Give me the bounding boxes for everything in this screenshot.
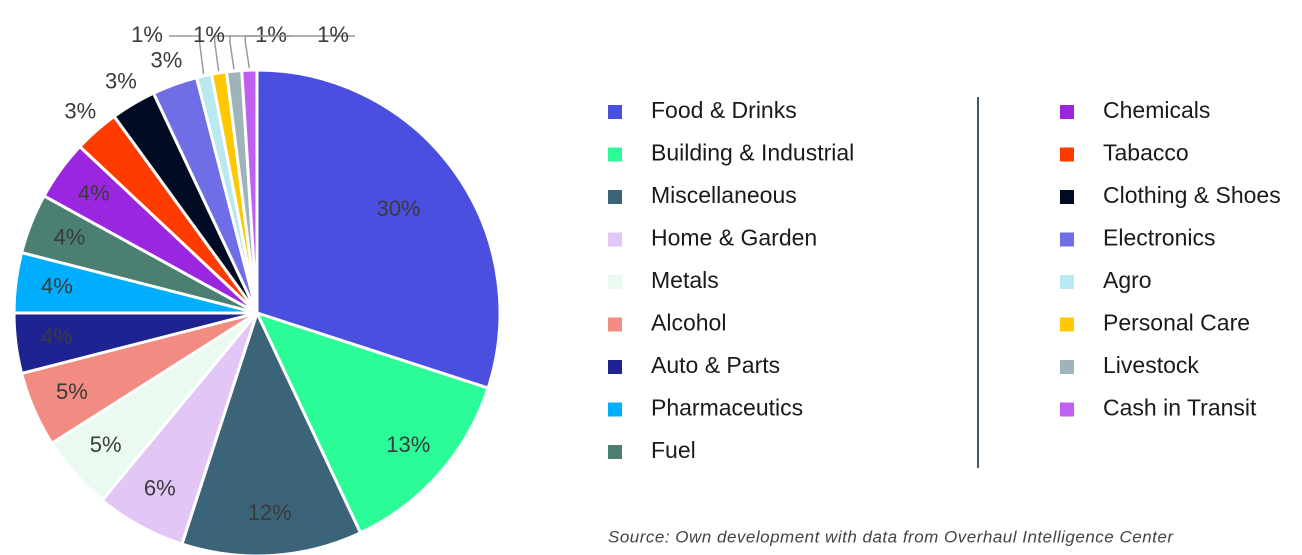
legend-swatch [1060,232,1074,247]
legend-swatch [608,317,622,332]
legend-swatch [1060,402,1074,417]
data-label: 6% [144,476,176,501]
legend-label: Metals [651,267,719,293]
data-label: 4% [41,274,73,299]
legend-swatch [608,147,622,162]
legend-swatch [1060,275,1074,289]
legend-swatch [1060,190,1074,204]
pie-slice [180,308,363,555]
legend-label: Auto & Parts [651,352,780,378]
legend-label: Clothing & Shoes [1103,182,1281,208]
legend-label: Agro [1103,267,1152,293]
legend-label: Building & Industrial [651,140,854,166]
data-label: 3% [151,47,183,72]
data-label: 13% [386,432,430,457]
data-label: 3% [105,69,137,94]
source-note: Source: Own development with data from O… [608,527,1174,546]
legend-swatch [608,275,622,289]
legend-label: Personal Care [1103,310,1250,336]
legend-label: Cash in Transit [1103,395,1257,421]
legend-label: Electronics [1103,225,1215,251]
legend-label: Pharmaceutics [651,395,803,421]
legend-swatch [1060,105,1074,119]
data-label: 4% [54,225,86,250]
data-label: 4% [78,180,110,205]
data-label: 1% [317,22,349,47]
legend-label: Alcohol [651,310,726,336]
pie-slice [255,68,502,390]
leader-line [169,35,205,74]
data-label: 1% [255,22,287,47]
data-label: 5% [56,379,88,404]
legend-label: Fuel [651,437,696,463]
legend-label: Livestock [1103,352,1199,378]
pie-slice [240,68,259,314]
legend-swatch [608,190,622,204]
data-label: 30% [377,196,421,221]
legend-swatch [608,445,622,459]
pie-slice [254,310,490,535]
leader-line [244,35,355,69]
legend-swatch [1060,317,1074,332]
legend-swatch [608,360,622,374]
legend-label: Miscellaneous [651,182,797,208]
legend-swatch [1060,360,1074,374]
data-label: 5% [90,432,122,457]
data-label: 3% [64,98,96,123]
legend-label: Home & Garden [651,225,817,251]
legend-label: Tabacco [1103,140,1189,166]
data-label: 4% [41,324,73,349]
legend-swatch [608,232,622,247]
legend-swatch [608,402,622,417]
data-label: 1% [193,22,225,47]
legend-swatch [608,105,622,119]
data-label: 12% [248,500,292,525]
legend-label: Chemicals [1103,97,1210,123]
legend-label: Food & Drinks [651,97,797,123]
legend-swatch [1060,147,1074,162]
leader-line [213,35,231,72]
data-label: 1% [131,22,163,47]
